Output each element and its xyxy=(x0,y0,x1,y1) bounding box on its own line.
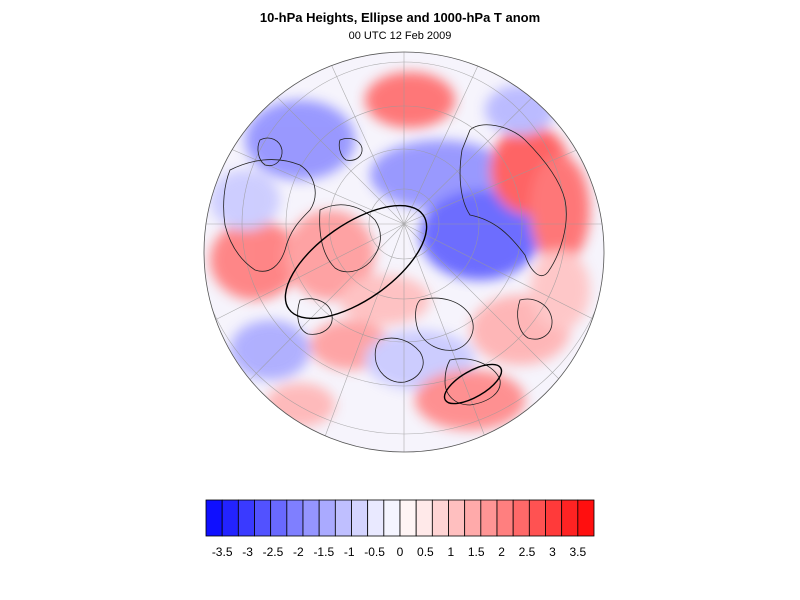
colorbar-swatch xyxy=(351,499,369,537)
colorbar-swatch xyxy=(528,499,546,537)
polar-stereographic-map xyxy=(203,51,605,453)
figure-subtitle: 00 UTC 12 Feb 2009 xyxy=(348,30,452,42)
colorbar-swatch xyxy=(480,499,498,537)
colorbar-swatch xyxy=(545,499,563,537)
colorbar-swatch xyxy=(286,499,304,537)
colorbar-tick-label: 2.5 xyxy=(519,545,536,559)
colorbar-swatch xyxy=(383,499,401,537)
temperature-anomaly-field xyxy=(210,72,590,430)
graticule xyxy=(204,52,604,452)
colorbar-swatch xyxy=(302,499,320,537)
colorbar-tick-label: 3.5 xyxy=(569,545,586,559)
colorbar-swatch xyxy=(270,499,288,537)
colorbar-swatch xyxy=(512,499,530,537)
colorbar-tick-label: 0.5 xyxy=(417,545,434,559)
coastlines xyxy=(223,124,567,406)
colorbar-tick-label: -0.5 xyxy=(364,545,385,559)
colorbar-tick-label: 2 xyxy=(498,545,505,559)
colorbar-swatch xyxy=(415,499,433,537)
colorbar-swatch xyxy=(464,499,482,537)
colorbar-swatch xyxy=(254,499,272,537)
colorbar-tick-label: -1 xyxy=(344,545,355,559)
vortex-ellipses xyxy=(284,204,503,405)
colorbar-swatch xyxy=(237,499,255,537)
colorbar-swatch xyxy=(399,499,417,537)
colorbar-swatch xyxy=(318,499,336,537)
colorbar-tick-label: -3.5 xyxy=(212,545,233,559)
colorbar-tick-label: 3 xyxy=(549,545,556,559)
colorbar-swatch xyxy=(205,499,223,537)
colorbar-swatch xyxy=(334,499,352,537)
figure-title: 10-hPa Heights, Ellipse and 1000-hPa T a… xyxy=(259,10,541,25)
colorbar-swatch xyxy=(561,499,579,537)
colorbar-tick-label: -3 xyxy=(242,545,253,559)
colorbar-tick-label: 1 xyxy=(447,545,454,559)
colorbar-tick-label: 1.5 xyxy=(468,545,485,559)
colorbar-tick-label: -2 xyxy=(293,545,304,559)
colorbar-swatch xyxy=(577,499,595,537)
colorbar-swatch xyxy=(431,499,449,537)
colorbar-tick-label: -2.5 xyxy=(263,545,284,559)
colorbar-swatch xyxy=(367,499,385,537)
colorbar-swatch xyxy=(448,499,466,537)
colorbar-tick-label: 0 xyxy=(397,545,404,559)
colorbar-swatch xyxy=(221,499,239,537)
colorbar-swatch xyxy=(496,499,514,537)
colorbar-tick-label: -1.5 xyxy=(313,545,334,559)
